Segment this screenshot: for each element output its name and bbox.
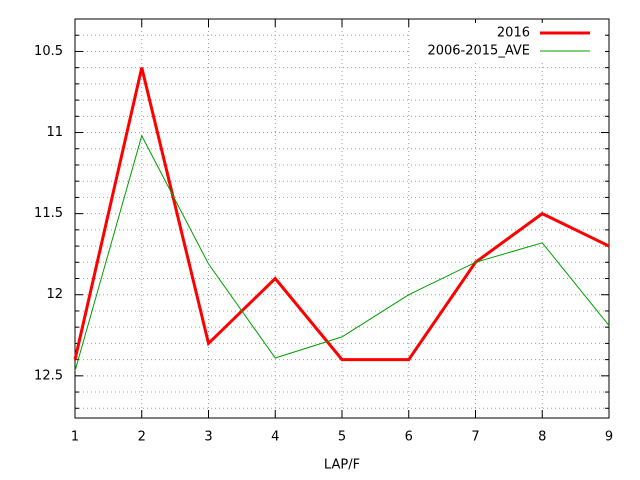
legend-label: 2006-2015_AVE <box>427 44 530 59</box>
legend-box <box>410 23 605 61</box>
line-series <box>73 67 610 362</box>
x-axis-label: LAP/F <box>324 458 360 473</box>
x-tick-label: 8 <box>538 430 546 445</box>
legend-label: 2016 <box>497 26 530 41</box>
x-tick-label: 2 <box>138 430 146 445</box>
y-tick-label: 10.5 <box>34 44 63 59</box>
plot-border <box>74 18 610 419</box>
y-tick-label: 12 <box>46 287 63 302</box>
x-tick-label: 5 <box>338 430 346 445</box>
y-tick-label: 11 <box>46 125 63 140</box>
x-tick-label: 4 <box>271 430 279 445</box>
y-tick-label: 11.5 <box>34 206 63 221</box>
y-tick-label: 12.5 <box>34 368 63 383</box>
x-tick-label: 7 <box>471 430 479 445</box>
x-tick-label: 9 <box>605 430 613 445</box>
x-tick-label: 6 <box>405 430 413 445</box>
x-tick-label: 3 <box>204 430 212 445</box>
line-series <box>74 134 610 372</box>
x-tick-label: 1 <box>71 430 79 445</box>
